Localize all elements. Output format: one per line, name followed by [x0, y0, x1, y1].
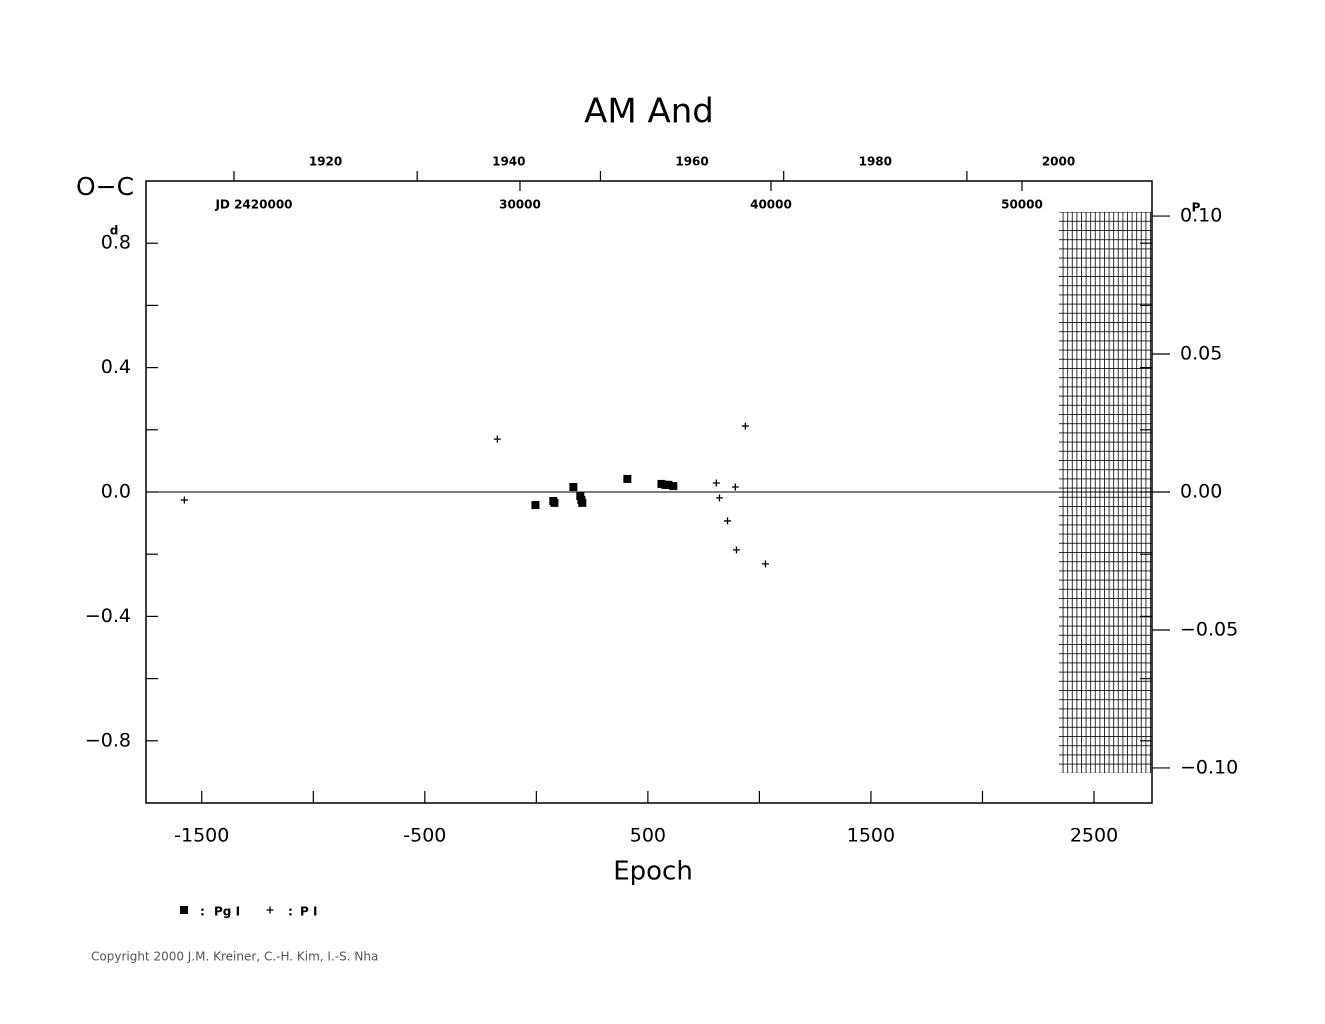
legend-colon: : [200, 905, 205, 919]
y2-unit: P [1192, 201, 1201, 215]
x-tick-label: -1500 [174, 825, 229, 847]
y-tick-label: 0.4 [101, 356, 131, 378]
point [576, 492, 585, 501]
y2-tick-label: 0.00 [1180, 481, 1222, 503]
legend-colon: : [288, 905, 293, 919]
point [493, 435, 501, 443]
point [732, 546, 740, 554]
y-tick-label: −0.4 [85, 605, 131, 627]
year-tick-label: 1940 [492, 155, 525, 169]
point [669, 482, 678, 491]
legend-marker [180, 906, 188, 914]
x-tick-label: 1500 [847, 825, 895, 847]
x-label: Epoch [613, 857, 693, 887]
y-tick-label: 0.8 [101, 232, 131, 254]
point [761, 560, 769, 568]
point [550, 498, 559, 507]
jd-label: JD 2420000 [214, 198, 292, 212]
year-tick-label: 1980 [859, 155, 892, 169]
point [664, 480, 673, 489]
y-label: O−C [76, 172, 134, 201]
x-tick-label: 2500 [1070, 825, 1118, 847]
point [569, 483, 578, 492]
year-tick-label: 1960 [675, 155, 708, 169]
point [578, 498, 587, 507]
y2-tick-label: 0.05 [1180, 343, 1222, 365]
legend-label: P I [300, 905, 317, 919]
point [623, 474, 632, 483]
point [531, 501, 540, 510]
y2-tick-label: −0.10 [1180, 756, 1238, 778]
x-tick-label: 500 [630, 825, 666, 847]
copyright: Copyright 2000 J.M. Kreiner, C.-H. Kim, … [91, 950, 378, 964]
year-tick-label: 1920 [309, 155, 342, 169]
legend-label: Pg I [214, 905, 240, 919]
point [715, 494, 723, 502]
chart-title: AM And [584, 92, 714, 132]
y-tick-label: 0.0 [101, 481, 131, 503]
y-unit: d [110, 224, 119, 238]
y2-tick-label: −0.05 [1180, 618, 1238, 640]
point [741, 422, 749, 430]
legend-marker [266, 906, 274, 914]
point [712, 479, 720, 487]
x-tick-label: -500 [403, 825, 446, 847]
point [724, 517, 732, 525]
y2-tick-label: 0.10 [1180, 205, 1222, 227]
jd-tick-label: 30000 [499, 198, 541, 212]
jd-tick-label: 40000 [750, 198, 792, 212]
year-tick-label: 2000 [1042, 155, 1075, 169]
point [731, 483, 739, 491]
point [180, 496, 188, 504]
jd-tick-label: 50000 [1001, 198, 1043, 212]
y-tick-label: −0.8 [85, 729, 131, 751]
